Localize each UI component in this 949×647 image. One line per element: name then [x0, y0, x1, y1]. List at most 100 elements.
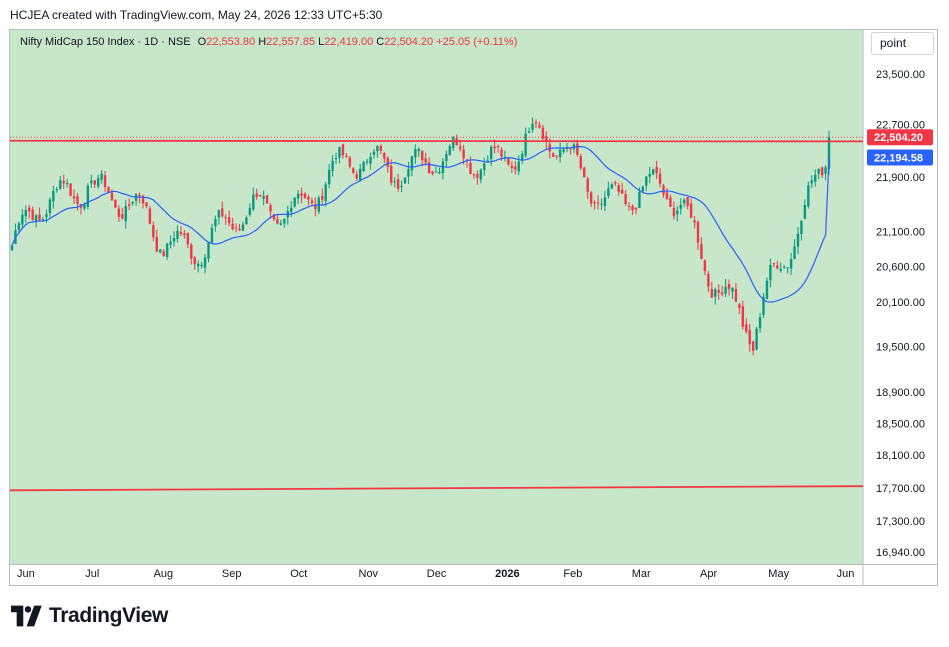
- price-tick-label: 22,700.00: [876, 120, 925, 132]
- candle-body: [696, 221, 700, 243]
- candle-body: [314, 204, 317, 210]
- scale-mode-button[interactable]: point: [871, 32, 934, 55]
- candle-body: [720, 292, 724, 295]
- candle-body: [824, 167, 827, 174]
- candle-body: [86, 185, 90, 207]
- candle-body: [762, 296, 765, 315]
- moving-average-line: [11, 146, 830, 303]
- price-tick-label: 20,100.00: [876, 297, 925, 309]
- candle-body: [620, 189, 624, 194]
- candle-body: [386, 157, 389, 167]
- open-value: 22,553.80: [206, 36, 256, 48]
- resistance-line[interactable]: [9, 139, 864, 143]
- price-labels: 22,504.20 22,194.58: [867, 129, 933, 166]
- candle-body: [410, 156, 414, 171]
- candle-body: [458, 146, 462, 149]
- candle-body: [686, 197, 689, 206]
- change-value: +25.05 (+0.11%): [436, 36, 518, 48]
- price-tick-label: 23,500.00: [876, 69, 925, 81]
- candle-body: [479, 169, 483, 180]
- candle-body: [90, 180, 93, 184]
- candle-body: [421, 150, 424, 161]
- candle-body: [755, 328, 758, 350]
- candle-body: [503, 156, 507, 158]
- moving-average-series: [11, 146, 830, 303]
- price-tick-label: 18,900.00: [876, 387, 925, 399]
- candle-body: [520, 153, 524, 160]
- candle-body: [186, 233, 190, 245]
- candle-body: [400, 185, 403, 187]
- candle-body: [290, 207, 293, 213]
- candle-body: [710, 289, 713, 298]
- time-tick-label: Oct: [290, 568, 307, 580]
- close-value: 22,504.20: [384, 36, 434, 48]
- candle-body: [683, 199, 686, 204]
- candle-body: [648, 173, 651, 177]
- time-tick-label: Apr: [700, 568, 717, 580]
- candle-body: [179, 232, 183, 235]
- candle-body: [110, 192, 114, 201]
- candle-body: [183, 233, 186, 236]
- candle-body: [207, 242, 210, 259]
- candle-body: [817, 168, 820, 174]
- candle-body: [407, 169, 410, 177]
- candle-body: [114, 199, 117, 208]
- price-axis: 23,500.00 22,700.00 21,900.00 21,100.00 20,6…: [876, 69, 925, 559]
- open-label: O: [197, 36, 207, 48]
- candle-body: [269, 205, 272, 212]
- candle-body: [383, 152, 386, 159]
- candle-body: [338, 146, 341, 158]
- candle-body: [210, 227, 214, 243]
- candle-body: [789, 259, 793, 269]
- candle-body: [96, 178, 100, 187]
- last-price-label: 22,504.20: [867, 129, 933, 146]
- candle-body: [128, 204, 131, 206]
- time-tick-label: Feb: [563, 568, 582, 580]
- candle-body: [738, 304, 741, 308]
- support-line[interactable]: [9, 485, 864, 492]
- candle-body: [324, 184, 327, 202]
- candle-body: [448, 146, 452, 155]
- price-tick-label: 17,700.00: [876, 483, 925, 495]
- candle-body: [190, 244, 193, 259]
- close-label: C: [376, 36, 385, 48]
- symbol-info: Nifty MidCap 150 Index · 1D · NSE: [20, 36, 191, 48]
- candle-body: [607, 188, 610, 196]
- candle-body: [672, 208, 676, 217]
- candle-body: [227, 217, 231, 224]
- high-value: 22,557.85: [266, 36, 316, 48]
- horizontal-lines: [9, 136, 864, 492]
- candle-body: [76, 196, 79, 204]
- candle-body: [417, 148, 420, 152]
- candle-body: [779, 269, 782, 271]
- candle-body: [727, 284, 731, 289]
- candle-body: [586, 178, 589, 193]
- candle-body: [372, 151, 376, 155]
- candle-body: [589, 192, 593, 204]
- candle-body: [527, 131, 531, 133]
- plot-area: [10, 30, 863, 564]
- candle-body: [689, 203, 693, 218]
- candle-body: [214, 218, 217, 227]
- candle-body: [776, 265, 779, 269]
- candle-body: [100, 173, 103, 180]
- last-price-label-bg: [867, 129, 933, 146]
- candle-body: [138, 194, 141, 197]
- candle-body: [403, 177, 407, 184]
- candle-body: [579, 156, 582, 169]
- candle-body: [41, 219, 45, 221]
- candle-body: [483, 163, 486, 171]
- price-tick-label: 21,100.00: [876, 226, 925, 238]
- candle-body: [679, 204, 682, 209]
- candle-body: [600, 203, 603, 205]
- candle-body: [562, 149, 565, 152]
- candle-body: [445, 154, 448, 162]
- candle-body: [541, 127, 545, 139]
- candle-body: [748, 329, 751, 345]
- candle-body: [427, 162, 431, 173]
- candle-body: [203, 257, 207, 268]
- candle-body: [758, 317, 762, 329]
- candle-body: [531, 124, 534, 130]
- candle-body: [717, 290, 720, 293]
